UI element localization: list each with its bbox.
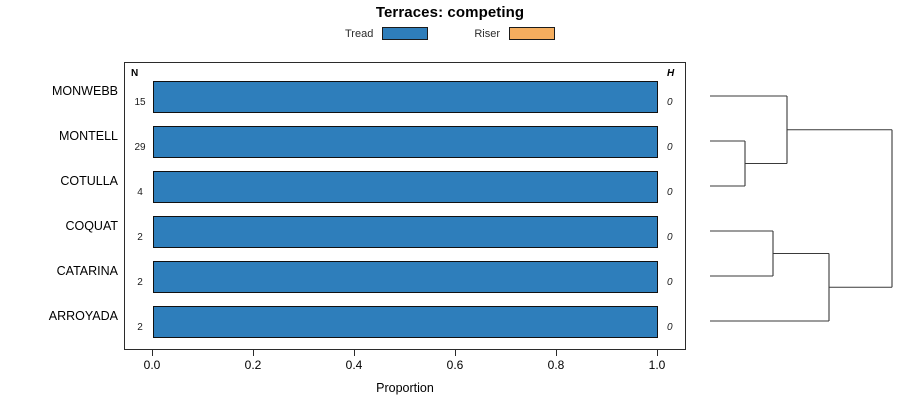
table-row: 15 0 xyxy=(125,75,687,120)
row-h-value: 0 xyxy=(667,97,673,108)
x-axis-tick-label: 0.0 xyxy=(143,358,161,372)
y-axis-label: MONTELL xyxy=(58,129,118,143)
row-h-value: 0 xyxy=(667,187,673,198)
bar-segment-tread xyxy=(153,126,658,158)
x-axis-tick xyxy=(152,350,154,356)
column-header-n: N xyxy=(131,68,139,79)
x-axis-tick xyxy=(556,350,558,356)
legend-item-riser: Riser xyxy=(474,27,555,40)
x-axis-tick xyxy=(253,350,255,356)
legend-swatch-riser xyxy=(509,27,555,40)
row-h-value: 0 xyxy=(667,277,673,288)
bar-segment-tread xyxy=(153,261,658,293)
x-axis-tick-label: 0.4 xyxy=(345,358,363,372)
column-header-h: H xyxy=(667,68,675,79)
y-axis-label: COTULLA xyxy=(60,174,118,188)
y-axis-label: ARROYADA xyxy=(48,309,118,323)
legend-item-tread: Tread xyxy=(345,27,429,40)
bar-track xyxy=(153,261,658,293)
y-axis-label: COQUAT xyxy=(65,219,118,233)
bar-segment-tread xyxy=(153,171,658,203)
table-row: 29 0 xyxy=(125,120,687,165)
x-axis-tick-label: 0.8 xyxy=(547,358,565,372)
y-axis-labels: MONWEBB MONTELL COTULLA COQUAT CATARINA ARROY… xyxy=(0,62,118,350)
legend-label-tread: Tread xyxy=(345,27,374,40)
x-axis-tick-label: 0.6 xyxy=(446,358,464,372)
dendrogram xyxy=(710,95,893,322)
plot-panel: N H 15 0 29 0 4 0 2 0 2 0 2 0 xyxy=(124,62,686,350)
bar-track xyxy=(153,171,658,203)
row-n-value: 15 xyxy=(134,97,146,108)
x-axis-tick xyxy=(657,350,659,356)
row-n-value: 2 xyxy=(137,232,143,243)
bar-track xyxy=(153,81,658,113)
bar-track xyxy=(153,126,658,158)
bar-segment-tread xyxy=(153,81,658,113)
bar-track xyxy=(153,306,658,338)
bar-track xyxy=(153,216,658,248)
legend-label-riser: Riser xyxy=(474,27,500,40)
y-axis-label: CATARINA xyxy=(56,264,118,278)
row-h-value: 0 xyxy=(667,232,673,243)
legend: Tread Riser xyxy=(0,27,900,40)
page-title: Terraces: competing xyxy=(375,4,525,21)
row-n-value: 2 xyxy=(137,322,143,333)
x-axis-tick xyxy=(455,350,457,356)
x-axis-title: Proportion xyxy=(376,381,434,395)
x-axis-tick xyxy=(354,350,356,356)
row-h-value: 0 xyxy=(667,322,673,333)
legend-swatch-tread xyxy=(382,27,429,40)
row-n-value: 2 xyxy=(137,277,143,288)
row-n-value: 4 xyxy=(137,187,143,198)
x-axis-tick-label: 1.0 xyxy=(648,358,666,372)
y-axis-label: MONWEBB xyxy=(52,84,118,98)
row-n-value: 29 xyxy=(134,142,146,153)
bar-segment-tread xyxy=(153,216,658,248)
row-h-value: 0 xyxy=(667,142,673,153)
x-axis: 0.0 0.2 0.4 0.6 0.8 1.0 xyxy=(124,350,686,396)
bar-segment-tread xyxy=(153,306,658,338)
x-axis-tick-label: 0.2 xyxy=(244,358,262,372)
